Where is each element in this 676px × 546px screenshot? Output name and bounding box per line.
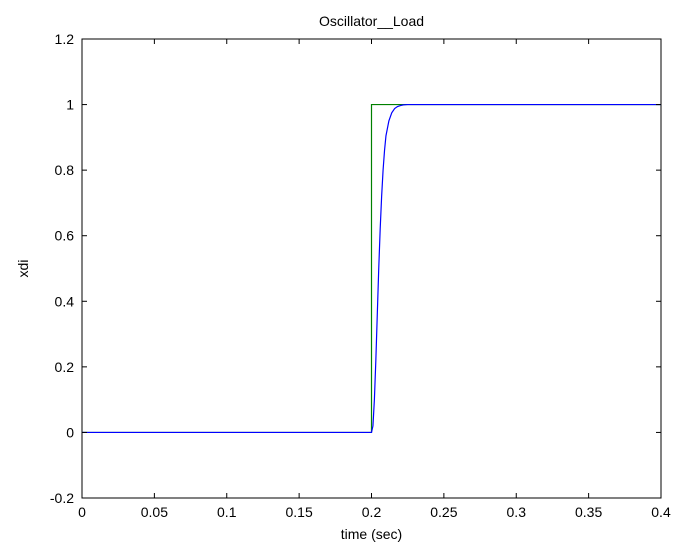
- y-tick-label: 0.4: [55, 293, 75, 309]
- y-tick-label: 0: [66, 424, 74, 440]
- x-tick-label: 0.15: [286, 504, 313, 520]
- x-tick-label: 0.05: [141, 504, 168, 520]
- x-tick-label: 0.2: [362, 504, 382, 520]
- y-tick-label: 1.2: [55, 31, 75, 47]
- y-tick-label: 0.8: [55, 162, 75, 178]
- y-tick-label: 1: [66, 97, 74, 113]
- series-line-2: [82, 103, 661, 434]
- y-axis-label: xdi: [15, 260, 31, 278]
- x-axis-label: time (sec): [341, 526, 402, 542]
- series-layer: [82, 103, 661, 434]
- x-tick-label: 0.25: [430, 504, 457, 520]
- y-tick-label: -0.2: [50, 490, 74, 506]
- y-axis-ticks: -0.2 0 0.2 0.4 0.6 0.8 1 1.2: [50, 31, 661, 506]
- x-tick-label: 0.35: [575, 504, 602, 520]
- x-tick-label: 0: [78, 504, 86, 520]
- x-axis-ticks: 0 0.05 0.1 0.15 0.2 0.25 0.3 0.35 0.4: [78, 39, 671, 520]
- x-tick-label: 0.3: [507, 504, 527, 520]
- series-line-1: [82, 103, 661, 434]
- y-tick-label: 0.2: [55, 359, 75, 375]
- y-tick-label: 0.6: [55, 228, 75, 244]
- x-tick-label: 0.1: [217, 504, 237, 520]
- x-tick-label: 0.4: [651, 504, 671, 520]
- chart-title: Oscillator__Load: [319, 13, 424, 29]
